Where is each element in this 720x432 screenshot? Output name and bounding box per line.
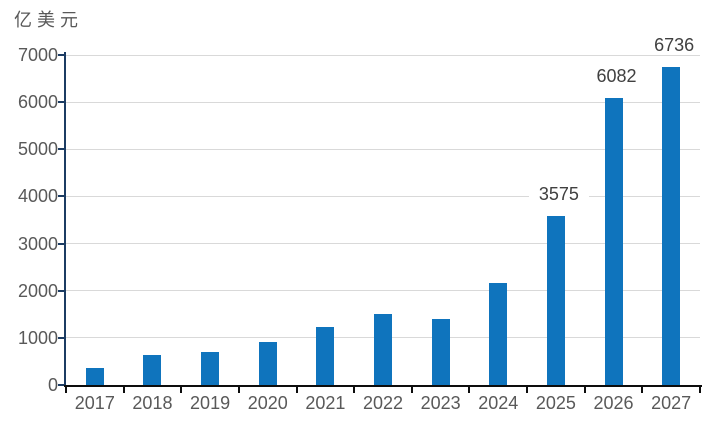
x-axis-line: [64, 385, 702, 387]
x-tick-label-2021: 2021: [305, 393, 346, 413]
gridline-2000: [66, 290, 700, 292]
x-tick-label-2022: 2022: [362, 393, 404, 413]
y-tick-label-3000: 3000: [17, 233, 58, 254]
x-axis-tick-9: [583, 387, 586, 393]
x-tick-label-2024: 2024: [478, 393, 519, 413]
bar-2021: [316, 326, 335, 385]
y-axis-tick-4000: [58, 195, 64, 198]
y-tick-label-6000: 6000: [17, 92, 58, 113]
x-axis-tick-7: [468, 387, 471, 393]
x-tick-label-2017: 2017: [74, 393, 115, 413]
y-tick-label-5000: 5000: [17, 139, 58, 160]
x-axis-tick-4: [295, 387, 298, 393]
y-axis-tick-5000: [58, 148, 64, 151]
y-axis-line: [64, 52, 66, 387]
bar-2022: [374, 314, 392, 385]
x-tick-label-2018: 2018: [132, 393, 173, 413]
bar-2017: [85, 367, 104, 385]
x-tick-label-2020: 2020: [247, 393, 288, 413]
x-axis-tick-3: [237, 387, 240, 393]
bar-2026: [604, 98, 623, 385]
x-tick-label-2023: 2023: [420, 393, 461, 413]
y-tick-label-1000: 1000: [17, 327, 58, 348]
gridline-3000: [66, 243, 700, 245]
plot-area: 3575 6082 6736: [58, 36, 705, 393]
y-tick-label-4000: 4000: [17, 186, 58, 207]
x-tick-label-2027: 2027: [651, 393, 692, 413]
bar-2027: [662, 67, 681, 385]
bar-2024: [489, 282, 508, 385]
x-axis-tick-8: [526, 387, 529, 393]
x-tick-label-2019: 2019: [190, 393, 231, 413]
y-axis-tick-7000: [58, 54, 64, 56]
y-tick-label-7000: 7000: [17, 45, 58, 65]
y-tick-label-2000: 2000: [17, 280, 58, 301]
x-axis-tick-1: [122, 387, 125, 393]
x-axis-tick-0: [65, 387, 67, 393]
gridline-7000: [66, 54, 700, 56]
x-axis-tick-10: [641, 387, 644, 393]
y-tick-label-0: 0: [47, 375, 58, 395]
x-axis-tick-5: [353, 387, 356, 393]
x-tick-label-2026: 2026: [593, 393, 634, 413]
bar-2020: [258, 342, 277, 385]
y-axis-tick-3000: [58, 242, 64, 245]
gridline-4000: [66, 195, 700, 197]
bar-2025: [546, 216, 565, 385]
y-axis-tick-1000: [58, 336, 64, 339]
y-axis-tick-2000: [58, 289, 64, 292]
gridline-6000: [66, 101, 700, 103]
bar-value-label-2025: 3575: [528, 185, 589, 204]
y-axis-tick-0: [58, 384, 64, 386]
y-axis-unit-label: 亿美元: [14, 10, 83, 31]
x-axis-tick-2: [180, 387, 183, 393]
x-axis-tick-11: [699, 387, 701, 393]
gridline-5000: [66, 148, 700, 150]
x-tick-label-2025: 2025: [535, 393, 576, 413]
bar-value-label-2027: 6736: [644, 36, 705, 55]
bar-value-label-2026: 6082: [586, 67, 647, 86]
x-axis-tick-6: [410, 387, 413, 393]
y-axis-tick-6000: [58, 101, 64, 104]
bar-2023: [431, 319, 450, 385]
bar-2018: [143, 355, 162, 385]
bar-2019: [201, 352, 220, 385]
